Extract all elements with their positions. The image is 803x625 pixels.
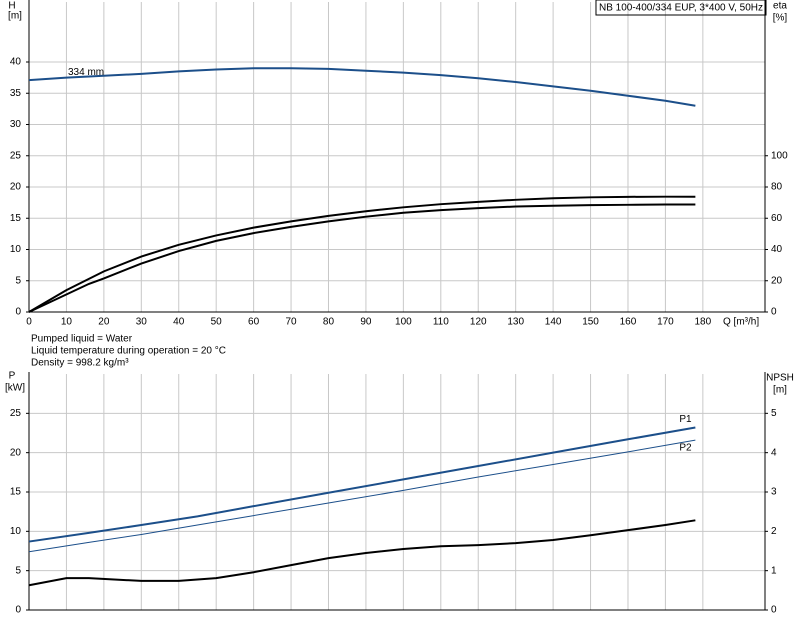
x-axis-label: Q [m³/h]: [723, 317, 759, 328]
curve: [28, 426, 696, 543]
y-tick-label: 25: [10, 408, 22, 419]
y2-tick-label: 4: [771, 447, 777, 458]
y2-tick-label: 1: [771, 565, 777, 576]
x-tick-label: 20: [98, 317, 110, 328]
x-tick-label: 150: [582, 317, 599, 328]
x-tick-label: 110: [433, 317, 449, 328]
info-line: Density = 998.2 kg/m³: [31, 358, 129, 369]
x-tick-label: 30: [136, 317, 148, 328]
x-tick-label: 100: [395, 317, 412, 328]
x-tick-label: 0: [26, 317, 32, 328]
y-tick-label: 0: [15, 307, 21, 318]
y2-tick-label: 5: [771, 408, 777, 419]
y2-tick-label: 2: [771, 526, 777, 537]
y-tick-label: 0: [15, 605, 21, 616]
x-tick-label: 120: [470, 317, 487, 328]
curve: [28, 439, 696, 553]
title-box: [595, 0, 767, 16]
y-tick-label: 10: [10, 244, 22, 255]
info-line: Liquid temperature during operation = 20…: [31, 346, 226, 357]
x-tick-label: 50: [211, 317, 223, 328]
y-tick-label: 20: [10, 182, 22, 193]
x-tick-label: 170: [657, 317, 674, 328]
y2-tick-label: 100: [771, 150, 788, 161]
y2-tick-label: 0: [771, 605, 777, 616]
y2-axis-unit: [%]: [773, 13, 788, 24]
curve: [28, 195, 696, 313]
x-tick-label: 130: [507, 317, 524, 328]
y-tick-label: 35: [10, 88, 22, 99]
y-tick-label: 15: [10, 213, 22, 224]
y-axis-label: H: [8, 1, 15, 12]
chart-title: NB 100-400/334 EUP, 3*400 V, 50Hz: [599, 3, 763, 14]
y2-tick-label: 40: [771, 244, 783, 255]
x-tick-label: 70: [285, 317, 297, 328]
y-tick-label: 30: [10, 119, 22, 130]
curve-label: P2: [679, 443, 692, 454]
y-tick-label: 10: [10, 526, 22, 537]
y-tick-label: 20: [10, 447, 22, 458]
y2-tick-label: 60: [771, 213, 783, 224]
x-tick-label: 160: [620, 317, 637, 328]
x-tick-label: 90: [360, 317, 372, 328]
curve: [28, 203, 696, 313]
x-tick-label: 80: [323, 317, 335, 328]
y-tick-label: 5: [15, 275, 21, 286]
y2-tick-label: 0: [771, 307, 777, 318]
y2-axis-unit: [m]: [773, 385, 787, 396]
curve: [28, 519, 696, 587]
x-tick-label: 140: [545, 317, 562, 328]
y-tick-label: 15: [10, 487, 22, 498]
curve-label: 334 mm: [68, 67, 104, 78]
y2-tick-label: 3: [771, 487, 777, 498]
x-tick-label: 180: [695, 317, 712, 328]
y-tick-label: 25: [10, 150, 22, 161]
y-axis-unit: [m]: [8, 11, 22, 22]
x-tick-label: 60: [248, 317, 260, 328]
y-axis-unit: [kW]: [5, 383, 25, 394]
x-tick-label: 40: [173, 317, 185, 328]
y-tick-label: 40: [10, 57, 22, 68]
info-line: Pumped liquid = Water: [31, 334, 133, 345]
y2-axis-label: eta: [773, 1, 787, 12]
curve-label: P1: [679, 414, 692, 425]
y2-axis-label: NPSH: [766, 373, 794, 384]
y2-tick-label: 20: [771, 275, 783, 286]
y2-tick-label: 80: [771, 182, 783, 193]
y-axis-label: P: [9, 371, 16, 382]
curve: [28, 67, 696, 107]
y-tick-label: 5: [15, 565, 21, 576]
x-tick-label: 10: [61, 317, 73, 328]
